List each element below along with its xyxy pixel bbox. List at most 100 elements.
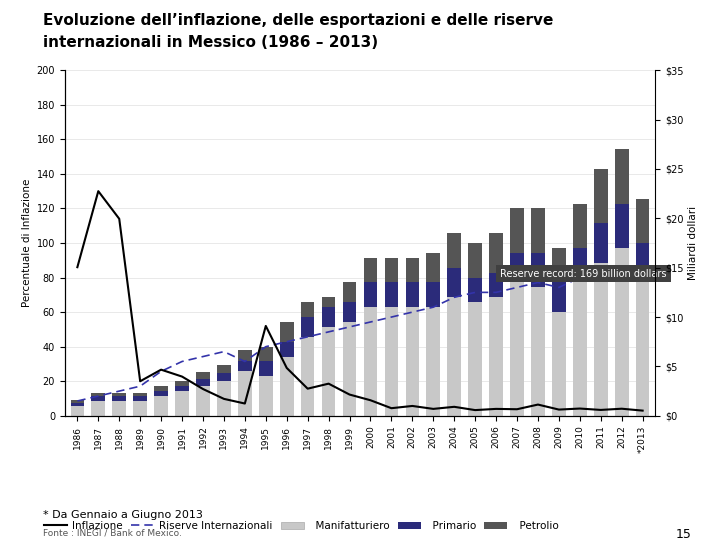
Bar [447, 268, 461, 298]
Text: internazionali in Messico (1986 – 2013): internazionali in Messico (1986 – 2013) [43, 35, 378, 50]
Bar [112, 401, 126, 416]
Bar [573, 248, 587, 282]
Legend: Inflazione, Riserve Internazionali,   Manifatturiero,   Primario,   Petrolio: Inflazione, Riserve Internazionali, Mani… [40, 517, 562, 535]
Inflazione [639, 407, 647, 414]
Bar [280, 356, 294, 416]
Inflazione [617, 406, 626, 412]
Bar [91, 393, 105, 396]
Inflazione [366, 397, 375, 403]
Bar [405, 282, 419, 307]
Riserve Internazionali [324, 329, 333, 335]
Text: Fonte : INEGI / Bank of Mexico.: Fonte : INEGI / Bank of Mexico. [43, 528, 182, 537]
Riserve Internazionali [513, 284, 521, 291]
Riserve Internazionali [471, 289, 480, 295]
Bar [426, 307, 440, 416]
Bar [510, 253, 524, 282]
Bar [405, 258, 419, 282]
Bar [426, 253, 440, 282]
Riserve Internazionali [575, 274, 584, 281]
Inflazione [261, 323, 270, 329]
Bar [384, 258, 398, 282]
Riserve Internazionali [178, 358, 186, 365]
Inflazione [387, 405, 396, 411]
Riserve Internazionali [240, 358, 249, 365]
Inflazione [596, 407, 605, 413]
Inflazione [240, 400, 249, 407]
Inflazione [471, 407, 480, 413]
Bar [71, 403, 84, 406]
Bar [510, 282, 524, 416]
Bar [364, 282, 377, 307]
Bar [91, 401, 105, 416]
Riserve Internazionali [220, 348, 228, 355]
Bar [91, 396, 105, 401]
Riserve Internazionali [73, 398, 81, 404]
Bar [71, 406, 84, 416]
Bar [426, 282, 440, 307]
Bar [175, 386, 189, 391]
Bar [468, 243, 482, 278]
Bar [217, 381, 230, 416]
Bar [573, 204, 587, 248]
Bar [384, 307, 398, 416]
Riserve Internazionali [450, 294, 459, 301]
Bar [112, 396, 126, 401]
Inflazione [450, 403, 459, 410]
Bar [238, 361, 252, 372]
Bar [154, 391, 168, 396]
Bar [384, 282, 398, 307]
Bar [301, 302, 315, 317]
Riserve Internazionali [408, 309, 417, 315]
Bar [468, 302, 482, 416]
Riserve Internazionali [429, 304, 438, 310]
Riserve Internazionali [617, 265, 626, 271]
Bar [154, 396, 168, 416]
Bar [343, 322, 356, 416]
Inflazione [282, 364, 291, 371]
Line: Riserve Internazionali: Riserve Internazionali [77, 268, 643, 401]
Riserve Internazionali [157, 368, 166, 375]
Bar [133, 396, 147, 401]
Inflazione [73, 264, 81, 271]
Bar [531, 253, 545, 287]
Riserve Internazionali [492, 289, 500, 295]
Bar [364, 307, 377, 416]
Bar [615, 204, 629, 248]
Riserve Internazionali [199, 353, 207, 360]
Bar [238, 372, 252, 416]
Bar [531, 208, 545, 253]
Bar [594, 169, 608, 223]
Riserve Internazionali [534, 279, 542, 286]
Bar [71, 400, 84, 403]
Inflazione [492, 406, 500, 412]
Bar [112, 393, 126, 396]
Bar [615, 149, 629, 204]
Bar [490, 298, 503, 416]
Bar [447, 298, 461, 416]
Inflazione [324, 380, 333, 387]
Bar [364, 258, 377, 282]
Bar [636, 278, 649, 416]
Bar [322, 307, 336, 327]
Bar [196, 373, 210, 379]
Inflazione [303, 386, 312, 392]
Inflazione [429, 406, 438, 412]
Bar [468, 278, 482, 302]
Bar [217, 373, 230, 381]
Bar [259, 347, 273, 361]
Riserve Internazionali [261, 343, 270, 350]
Inflazione [157, 367, 166, 373]
Line: Inflazione: Inflazione [77, 191, 643, 410]
Bar [552, 248, 566, 282]
Bar [405, 307, 419, 416]
Bar [280, 342, 294, 356]
Inflazione [408, 403, 417, 409]
Bar [154, 386, 168, 391]
Inflazione [94, 188, 103, 194]
Bar [636, 199, 649, 243]
Inflazione [345, 392, 354, 398]
Y-axis label: Percentuale di Inflazione: Percentuale di Inflazione [22, 179, 32, 307]
Riserve Internazionali [115, 388, 124, 394]
Inflazione [575, 406, 584, 412]
Bar [133, 393, 147, 396]
